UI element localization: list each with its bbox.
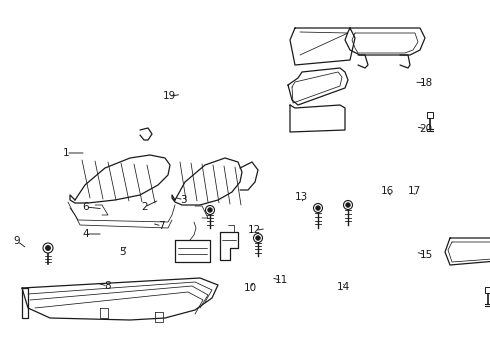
Text: 5: 5 — [119, 247, 126, 257]
Circle shape — [256, 236, 260, 240]
Circle shape — [316, 206, 320, 210]
Text: 14: 14 — [336, 282, 350, 292]
Text: 3: 3 — [180, 195, 187, 205]
Text: 17: 17 — [407, 186, 421, 196]
Circle shape — [314, 203, 322, 212]
Circle shape — [46, 246, 50, 251]
Circle shape — [208, 208, 212, 212]
Bar — [427, 112, 433, 118]
Text: 10: 10 — [244, 283, 256, 293]
Text: 11: 11 — [275, 275, 289, 285]
Text: 4: 4 — [82, 229, 89, 239]
Text: 19: 19 — [162, 91, 176, 102]
Circle shape — [346, 203, 350, 207]
Text: 18: 18 — [419, 78, 433, 88]
Text: 8: 8 — [104, 281, 111, 291]
Text: 2: 2 — [141, 202, 148, 212]
Text: 7: 7 — [158, 221, 165, 231]
Circle shape — [343, 201, 352, 210]
Text: 1: 1 — [63, 148, 70, 158]
Text: 13: 13 — [294, 192, 308, 202]
Text: 6: 6 — [82, 202, 89, 212]
Text: 16: 16 — [380, 186, 394, 196]
Text: 12: 12 — [248, 225, 262, 235]
Circle shape — [205, 206, 215, 215]
Text: 15: 15 — [419, 250, 433, 260]
Text: 20: 20 — [420, 124, 433, 134]
Bar — [485, 287, 490, 293]
Text: 9: 9 — [14, 236, 21, 246]
Circle shape — [253, 234, 263, 243]
Circle shape — [43, 243, 53, 253]
